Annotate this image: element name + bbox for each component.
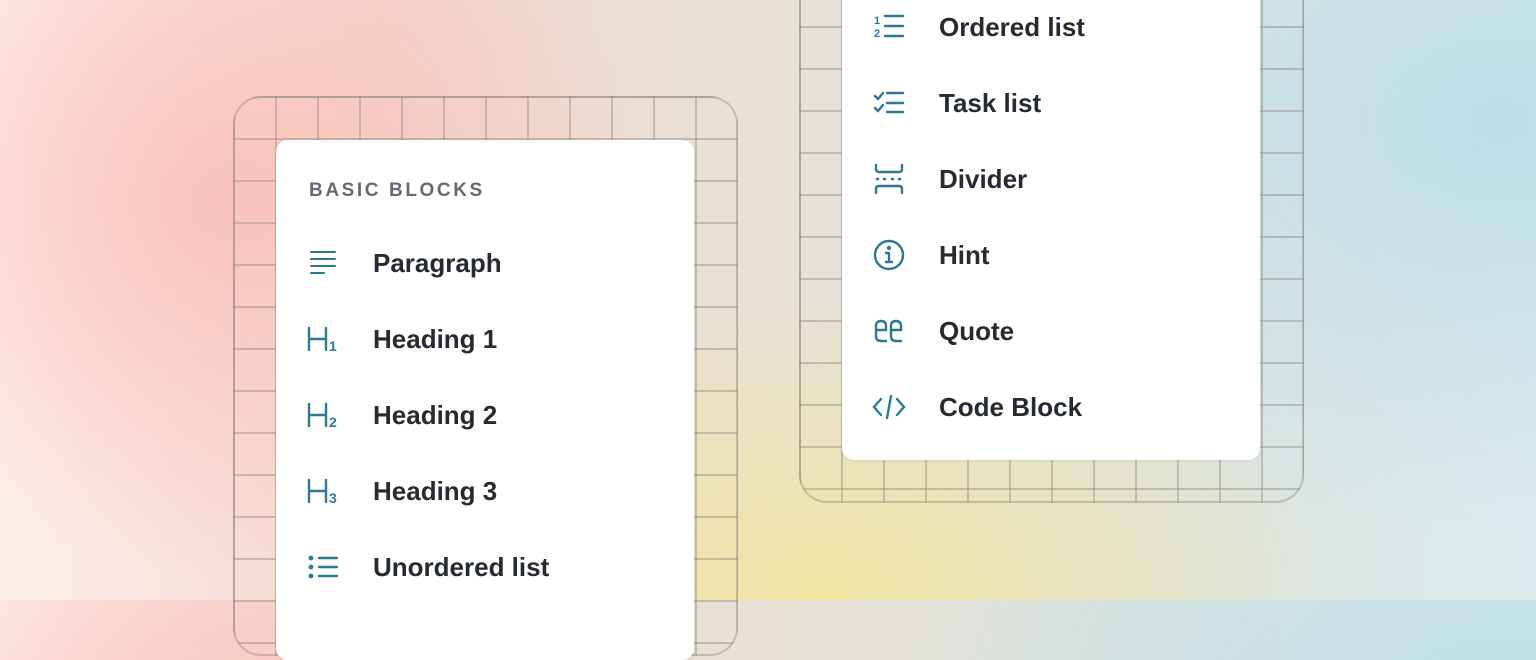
basic-blocks-menu: BASIC BLOCKS Paragraph 1 Heading 1 2 Hea… [276,140,694,660]
svg-text:2: 2 [874,28,880,40]
menu-item-heading-2[interactable]: 2 Heading 2 [276,385,694,445]
unordered-list-icon [306,550,340,584]
paragraph-icon [306,246,340,280]
code-icon [872,390,906,424]
menu-item-unordered-list[interactable]: Unordered list [276,537,694,597]
menu-item-quote[interactable]: Quote [842,301,1260,361]
info-icon [872,238,906,272]
menu-item-heading-1[interactable]: 1 Heading 1 [276,309,694,369]
menu-item-heading-3[interactable]: 3 Heading 3 [276,461,694,521]
quote-icon [872,314,906,348]
heading-2-icon: 2 [306,398,340,432]
svg-text:1: 1 [329,338,337,354]
divider-icon [872,162,906,196]
svg-text:3: 3 [329,490,337,506]
section-title: BASIC BLOCKS [309,180,485,201]
menu-item-task-list[interactable]: Task list [842,73,1260,133]
task-list-icon [872,86,906,120]
heading-3-icon: 3 [306,474,340,508]
menu-item-paragraph[interactable]: Paragraph [276,233,694,293]
heading-1-icon: 1 [306,322,340,356]
svg-text:2: 2 [329,414,337,430]
menu-item-code-block[interactable]: Code Block [842,377,1260,437]
menu-item-hint[interactable]: Hint [842,225,1260,285]
menu-item-divider[interactable]: Divider [842,149,1260,209]
svg-text:1: 1 [874,15,880,27]
